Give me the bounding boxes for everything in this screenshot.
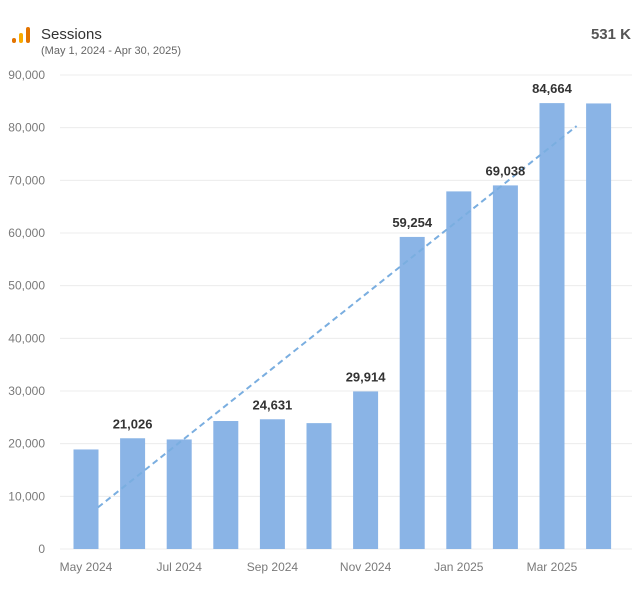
x-tick-label: Nov 2024	[340, 560, 392, 574]
total-sessions-value: 531 K	[590, 26, 631, 43]
bar[interactable]	[213, 421, 239, 549]
x-tick-label: Mar 2025	[527, 560, 578, 574]
trend-line-group	[97, 125, 578, 509]
data-labels: 21,026 24,631 29,914 59,254 69,038 84,664	[113, 81, 573, 431]
bar[interactable]	[492, 185, 518, 549]
bar[interactable]	[120, 438, 146, 549]
grid-lines	[60, 74, 632, 550]
x-tick-label: Jul 2024	[157, 560, 203, 574]
bar[interactable]	[539, 103, 565, 549]
analytics-bars-icon	[12, 27, 30, 43]
y-tick-label: 50,000	[8, 279, 45, 293]
y-tick-label: 70,000	[8, 173, 45, 187]
date-range-subtitle: (May 1, 2024 - Apr 30, 2025)	[41, 45, 182, 57]
data-label: 69,038	[486, 163, 526, 178]
chart-header: Sessions (May 1, 2024 - Apr 30, 2025) 53…	[0, 0, 640, 62]
x-tick-label: Sep 2024	[247, 560, 299, 574]
x-tick-label: May 2024	[60, 560, 113, 574]
y-tick-label: 90,000	[8, 68, 45, 82]
data-label: 59,254	[392, 215, 433, 230]
data-label: 24,631	[253, 397, 293, 412]
data-label: 84,664	[532, 81, 573, 96]
y-tick-label: 20,000	[8, 437, 45, 451]
data-label: 21,026	[113, 416, 153, 431]
x-axis: May 2024 Jul 2024 Sep 2024 Nov 2024 Jan 2025…	[60, 560, 578, 574]
y-tick-label: 60,000	[8, 226, 45, 240]
y-tick-label: 0	[38, 542, 45, 556]
bar[interactable]	[446, 191, 472, 550]
y-tick-label: 80,000	[8, 121, 45, 135]
trend-line	[97, 125, 578, 509]
y-tick-label: 10,000	[8, 489, 45, 503]
bar[interactable]	[259, 419, 285, 549]
bar[interactable]	[73, 449, 99, 549]
bar[interactable]	[306, 423, 332, 549]
bars	[73, 103, 612, 550]
chart-title: Sessions	[41, 26, 102, 43]
bar[interactable]	[586, 103, 612, 549]
bar[interactable]	[399, 236, 425, 549]
data-label: 29,914	[346, 369, 387, 384]
y-tick-label: 30,000	[8, 384, 45, 398]
y-tick-label: 40,000	[8, 331, 45, 345]
bar[interactable]	[166, 439, 192, 549]
y-axis: 0 10,000 20,000 30,000 40,000 50,000 60,000 70,…	[8, 68, 45, 556]
x-tick-label: Jan 2025	[434, 560, 484, 574]
bar[interactable]	[353, 391, 379, 549]
